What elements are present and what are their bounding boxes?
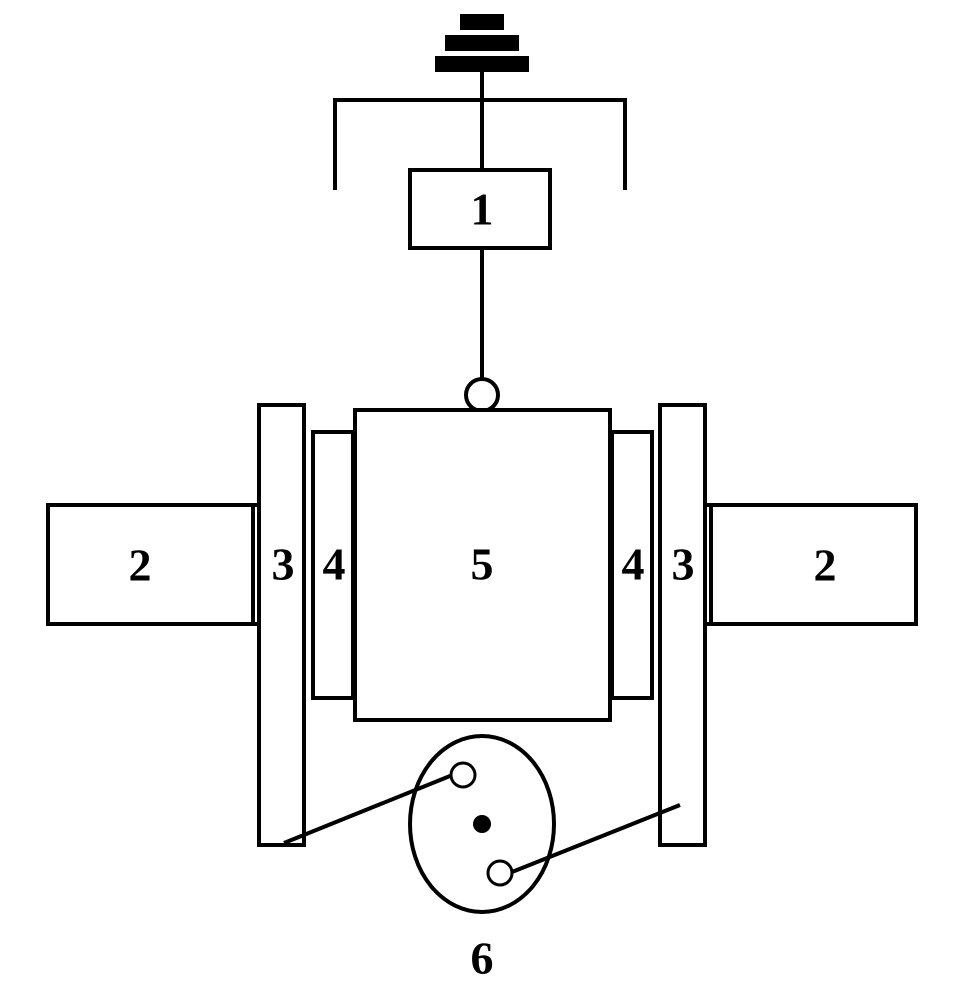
label-1: 1 [471, 184, 494, 235]
coupler-center-dot [473, 815, 491, 833]
label-2-right: 2 [814, 540, 837, 591]
flange-right [660, 405, 705, 845]
label-3-right: 3 [672, 539, 695, 590]
label-3-left: 3 [272, 539, 295, 590]
label-2-left: 2 [129, 540, 152, 591]
label-4-right: 4 [622, 539, 645, 590]
label-6: 6 [471, 933, 494, 984]
small-circle [466, 379, 498, 411]
flange-left [259, 405, 304, 845]
label-5: 5 [471, 539, 494, 590]
terminal-a [451, 763, 475, 787]
label-4-left: 4 [323, 539, 346, 590]
terminal-b [488, 861, 512, 885]
